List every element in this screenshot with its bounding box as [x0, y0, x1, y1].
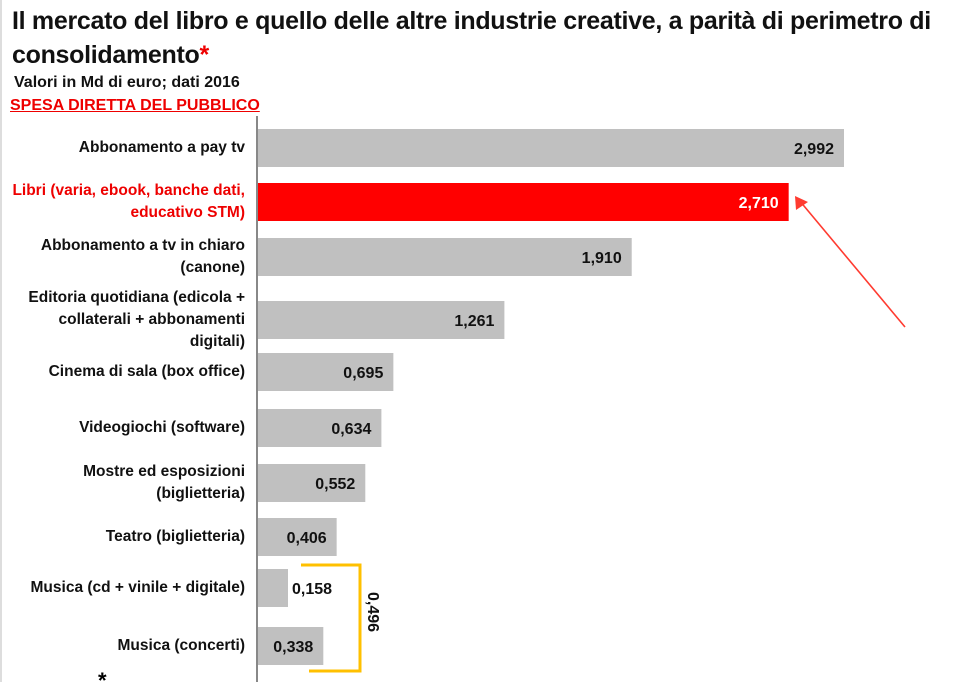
bar — [257, 183, 789, 221]
category-label: Teatro (biglietteria) — [105, 528, 245, 545]
bar — [257, 301, 505, 339]
section-heading: SPESA DIRETTA DEL PUBBLICO — [10, 97, 260, 114]
bracket-total-label: 0,496 — [364, 592, 381, 632]
category-label: Videogiochi (software) — [79, 419, 245, 436]
data-label: 0,338 — [273, 639, 313, 656]
bar — [257, 409, 382, 447]
data-label: 0,406 — [287, 530, 327, 547]
category-label: Mostre ed esposizioni (biglietteria) — [83, 463, 245, 502]
arrowhead-icon — [795, 196, 808, 210]
category-label: Musica (concerti) — [117, 637, 245, 654]
annotation-arrow — [798, 199, 906, 328]
data-label: 1,261 — [454, 313, 494, 330]
data-label: 2,710 — [739, 195, 779, 212]
bracket — [301, 563, 362, 673]
category-label: Musica (cd + vinile + digitale) — [30, 579, 245, 596]
data-label: 0,158 — [292, 581, 332, 598]
footnote-asterisk: * — [98, 668, 107, 682]
bar — [257, 238, 632, 276]
bar — [257, 353, 394, 391]
category-label: Abbonamento a pay tv — [78, 139, 245, 156]
data-label: 0,695 — [343, 365, 383, 382]
chart-title: Il mercato del libro e quello delle altr… — [12, 7, 931, 69]
category-label: Libri (varia, ebook, banche dati, educat… — [12, 182, 245, 221]
bar — [257, 569, 288, 607]
data-label: 0,634 — [331, 421, 371, 438]
chart-subtitle: Valori in Md di euro; dati 2016 — [14, 74, 240, 91]
data-label: 2,992 — [794, 141, 834, 158]
bar — [257, 464, 366, 502]
bar — [257, 627, 324, 665]
category-label: Editoria quotidiana (edicola + collatera… — [28, 289, 245, 350]
category-label: Abbonamento a tv in chiaro (canone) — [40, 237, 245, 276]
data-label: 1,910 — [582, 250, 622, 267]
data-label: 0,552 — [315, 476, 355, 493]
bar — [257, 129, 844, 167]
bar — [257, 518, 337, 556]
category-label: Cinema di sala (box office) — [48, 363, 245, 380]
title-asterisk: * — [199, 41, 210, 69]
